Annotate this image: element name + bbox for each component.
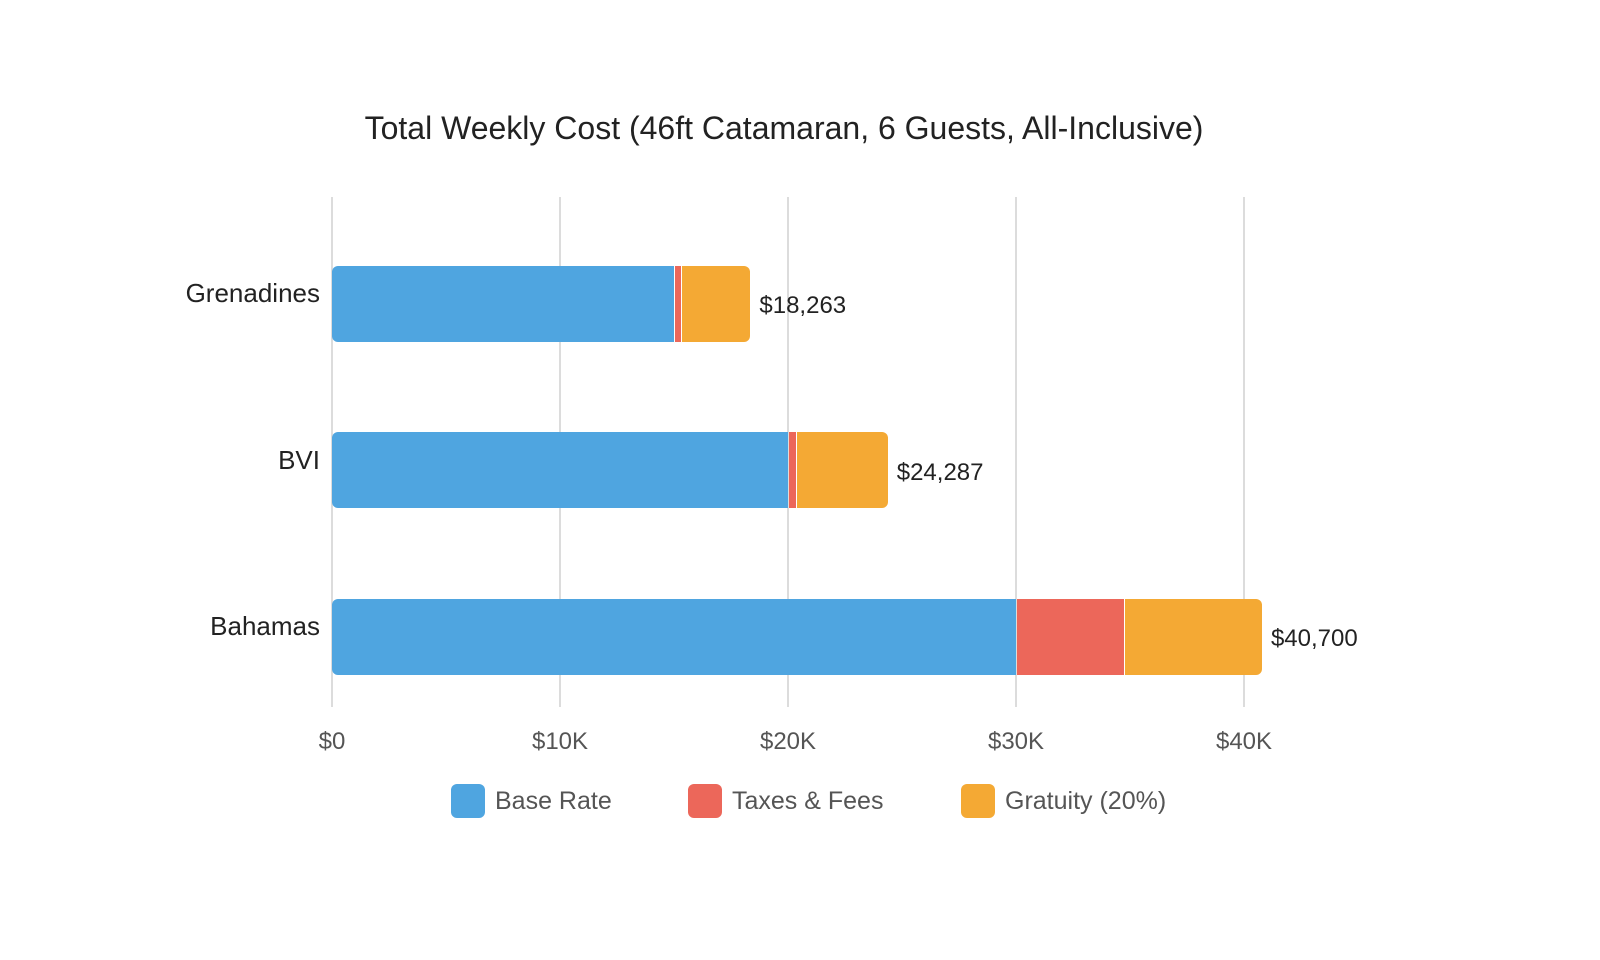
legend-swatch-base-rate	[451, 784, 485, 818]
total-label-grenadines: $18,263	[759, 292, 847, 319]
total-label-bvi: $24,287	[896, 459, 984, 486]
legend-label: Base Rate	[495, 786, 612, 815]
bar-grenadines[interactable]	[332, 266, 751, 342]
chart-title: Total Weekly Cost (46ft Catamaran, 6 Gue…	[364, 110, 1204, 146]
legend-label: Gratuity (20%)	[1005, 786, 1167, 815]
legend-label: Taxes & Fees	[732, 786, 884, 815]
bar-bahamas[interactable]	[332, 599, 1262, 675]
category-label-bahamas: Bahamas	[210, 611, 320, 641]
bar-segment-base-rate[interactable]	[332, 432, 788, 508]
legend-item-taxes-fees[interactable]: Taxes & Fees	[688, 784, 883, 818]
bar-segment-base-rate[interactable]	[332, 599, 1016, 675]
gridline-20k	[787, 197, 789, 707]
x-tick-20k: $20K	[759, 728, 817, 755]
bar-segment-taxes-fees[interactable]	[675, 266, 681, 342]
legend-item-gratuity[interactable]: Gratuity (20%)	[961, 784, 1166, 818]
bar-segment-gratuity-20[interactable]	[1125, 599, 1262, 675]
x-tick-40k: $40K	[1215, 728, 1273, 755]
legend-swatch-gratuity	[961, 784, 995, 818]
category-label-bvi: BVI	[278, 445, 320, 475]
bar-segment-gratuity-20[interactable]	[682, 266, 751, 342]
bar-segment-base-rate[interactable]	[332, 266, 674, 342]
x-tick-0: $0	[318, 728, 346, 755]
legend-item-base-rate[interactable]: Base Rate	[451, 784, 612, 818]
gridline-40k	[1243, 197, 1245, 707]
bar-segment-gratuity-20[interactable]	[796, 432, 888, 508]
legend-swatch-taxes-fees	[688, 784, 722, 818]
bar-segment-taxes-fees[interactable]	[789, 432, 796, 508]
x-tick-30k: $30K	[987, 728, 1045, 755]
category-label-grenadines: Grenadines	[185, 278, 320, 308]
total-label-bahamas: $40,700	[1270, 625, 1358, 652]
bar-bvi[interactable]	[332, 432, 888, 508]
x-tick-10k: $10K	[531, 728, 589, 755]
plot-area	[331, 197, 1262, 707]
bar-segment-taxes-fees[interactable]	[1017, 599, 1125, 675]
gridline-30k	[1015, 197, 1017, 707]
